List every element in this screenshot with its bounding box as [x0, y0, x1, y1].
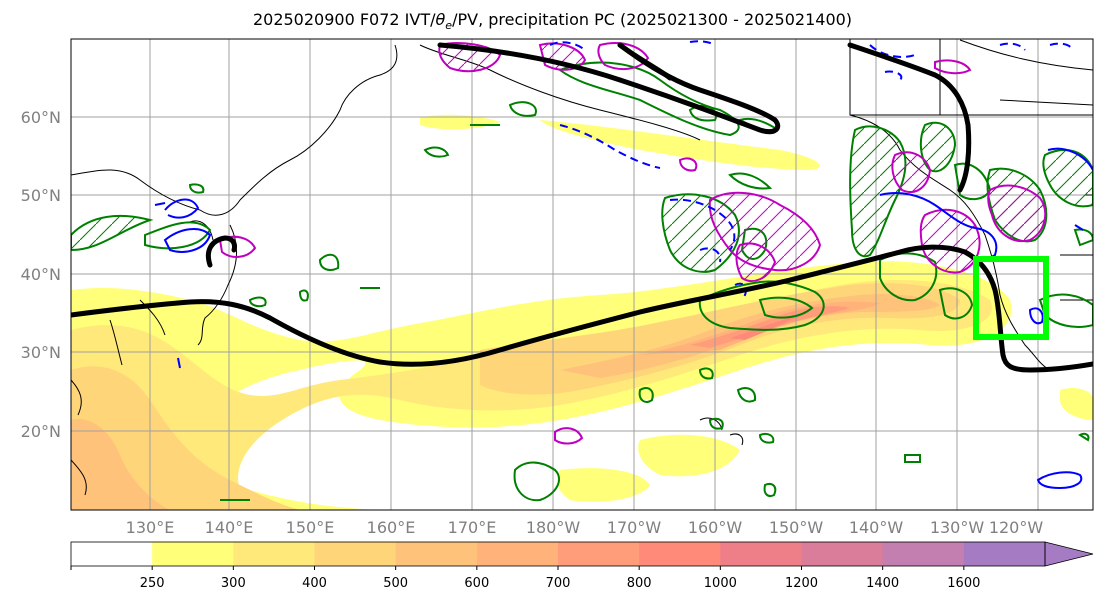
colorbar-tick-label: 250	[140, 576, 165, 591]
lat-label-20: 20°N	[21, 422, 61, 441]
lon-label-160w: 160°W	[688, 518, 743, 537]
colorbar-swatch	[720, 542, 802, 566]
region-box	[973, 256, 1049, 340]
lat-label-30: 30°N	[21, 343, 61, 362]
colorbar-swatch	[71, 542, 153, 566]
lat-label-40: 40°N	[21, 265, 61, 284]
lon-label-150w: 150°W	[769, 518, 824, 537]
colorbar-tick-label: 1200	[785, 576, 818, 591]
colorbar-swatches	[71, 542, 1046, 566]
colorbar-ticks: 250 300 400 500 600 700 800 1000 1200 1400 1600	[70, 566, 980, 591]
title-theta-sub: e	[445, 19, 453, 33]
colorbar-tick-label: 500	[383, 576, 408, 591]
colorbar-swatch	[233, 542, 315, 566]
colorbar-swatch	[476, 542, 559, 566]
ivt-contours	[71, 42, 1093, 373]
latitude-labels: 60°N 50°N 40°N 30°N 20°N	[21, 108, 61, 441]
longitude-labels: 130°E 140°E 150°E 160°E 170°E 180°W 170°…	[126, 518, 1044, 537]
colorbar-swatch	[882, 542, 965, 566]
map-frame	[70, 38, 1094, 511]
lon-label-160e: 160°E	[367, 518, 416, 537]
title-suffix: /PV, precipitation PC (2025021300 - 2025…	[452, 10, 853, 29]
lon-label-140w: 140°W	[849, 518, 904, 537]
lon-label-130w: 130°W	[930, 518, 985, 537]
colorbar: 250 300 400 500 600 700 800 1000 1200 1400 1600	[70, 541, 1094, 591]
pv-positive-contours	[218, 42, 1047, 445]
colorbar-swatch	[963, 542, 1046, 566]
title-theta: θ	[435, 10, 446, 29]
lon-label-150e: 150°E	[286, 518, 335, 537]
lon-label-120w: 120°W	[989, 518, 1044, 537]
colorbar-swatch	[639, 542, 721, 566]
colorbar-swatch	[314, 542, 397, 566]
colorbar-swatch	[152, 542, 234, 566]
lon-label-180w: 180°W	[526, 518, 581, 537]
colorbar-tick-label: 400	[302, 576, 327, 591]
lon-label-130e: 130°E	[126, 518, 175, 537]
colorbar-swatch	[558, 542, 640, 566]
colorbar-tick-label: 1000	[704, 576, 737, 591]
figure-title: 2025020900 F072 IVT/θe/PV, precipitation…	[0, 10, 1105, 32]
colorbar-swatch	[801, 542, 884, 566]
lat-label-50: 50°N	[21, 186, 61, 205]
colorbar-tick-label: 700	[546, 576, 571, 591]
colorbar-tick-label: 1600	[947, 576, 980, 591]
ivt-shading	[71, 114, 1093, 510]
lon-label-170e: 170°E	[448, 518, 497, 537]
colorbar-tick-label: 600	[464, 576, 489, 591]
title-prefix: 2025020900 F072 IVT/	[252, 10, 436, 29]
colorbar-swatch	[395, 542, 478, 566]
lat-label-60: 60°N	[21, 108, 61, 127]
graticule	[71, 39, 1093, 510]
lon-label-170w: 170°W	[607, 518, 662, 537]
colorbar-tick-label: 300	[221, 576, 246, 591]
colorbar-extend-arrow	[1044, 541, 1094, 567]
lon-label-140e: 140°E	[205, 518, 254, 537]
colorbar-tick-label: 800	[627, 576, 652, 591]
map-content	[71, 39, 1093, 510]
colorbar-tick-label: 1400	[866, 576, 899, 591]
